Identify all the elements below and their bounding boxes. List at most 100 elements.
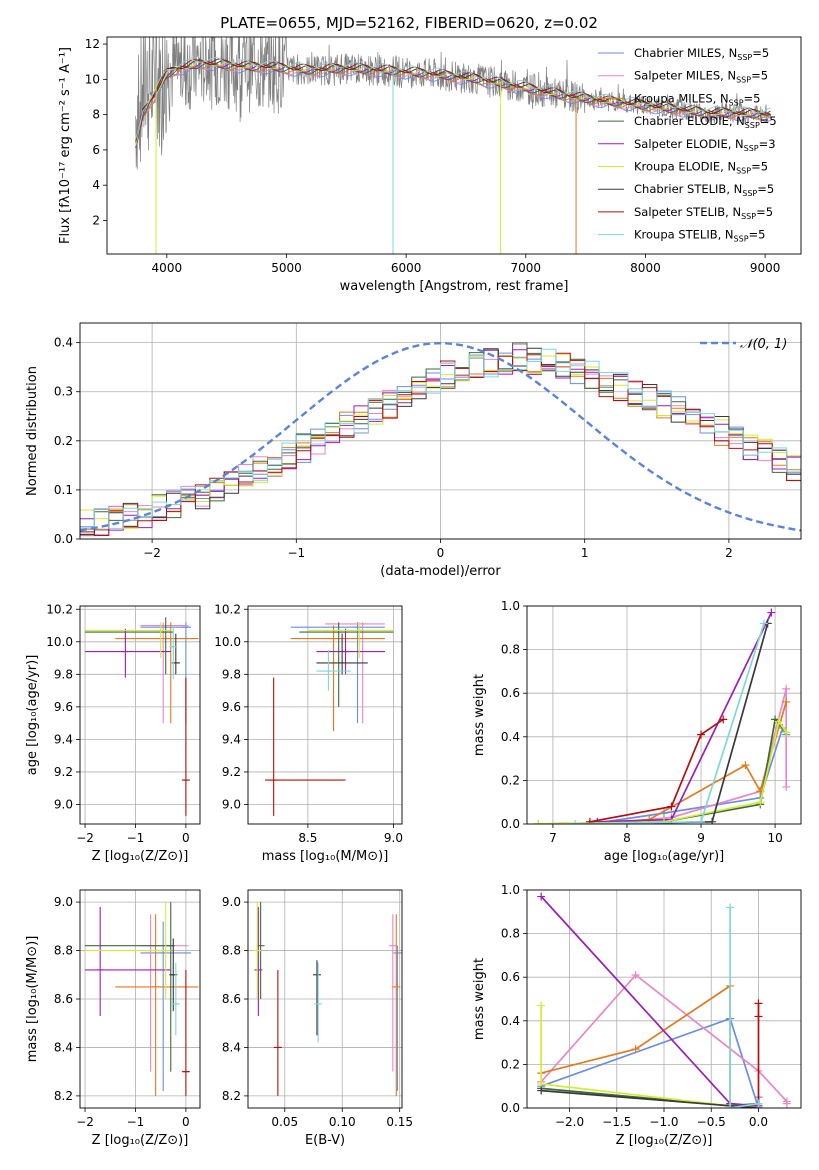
x-tick-label: 0 bbox=[182, 1115, 190, 1129]
data-point-marker bbox=[537, 892, 546, 901]
legend-entry: Kroupa MILES, NSSP=5 bbox=[634, 91, 760, 107]
y-tick-label: 1.0 bbox=[501, 599, 520, 613]
x-tick-label: −2.0 bbox=[555, 1115, 584, 1129]
x-tick-label: 4000 bbox=[152, 261, 183, 275]
legend-label: Salpeter ELODIE, N bbox=[634, 137, 744, 151]
histogram-steps bbox=[80, 353, 801, 529]
y-tick-label: 8.2 bbox=[54, 1089, 73, 1103]
y-tick-label: 0.1 bbox=[54, 483, 73, 497]
model-spectrum-line bbox=[135, 57, 771, 140]
y-tick-label: 0.4 bbox=[501, 730, 520, 744]
y-tick-label: 10.0 bbox=[214, 635, 241, 649]
y-tick-label: 0.8 bbox=[501, 643, 520, 657]
mass-weight-line bbox=[729, 907, 760, 1108]
legend-entry: Salpeter STELIB, NSSP=5 bbox=[634, 205, 773, 221]
legend-label: Chabrier MILES, N bbox=[634, 46, 737, 60]
plot-area-mass_Z bbox=[85, 902, 199, 1096]
y-tick-label: 9.6 bbox=[54, 700, 73, 714]
axes-frame bbox=[79, 322, 802, 540]
y-tick-label: 0.2 bbox=[54, 434, 73, 448]
y-tick-label: 9.8 bbox=[54, 667, 73, 681]
data-point-marker bbox=[697, 730, 706, 739]
legend-label: Chabrier STELIB, N bbox=[634, 182, 742, 196]
data-point-marker bbox=[534, 820, 543, 824]
x-axis-label: Z [log₁₀(Z/Z⊙)] bbox=[92, 849, 189, 864]
data-point-marker bbox=[708, 817, 717, 824]
data-point-marker bbox=[774, 717, 783, 726]
legend-suffix: =3 bbox=[759, 137, 776, 151]
y-tick-label: 8.4 bbox=[54, 1040, 73, 1054]
y-axis-label: mass weight bbox=[472, 674, 487, 756]
model-spectrum-line bbox=[135, 59, 771, 143]
legend-suffix: =5 bbox=[749, 228, 766, 242]
data-point-marker bbox=[697, 817, 706, 824]
y-tick-label: 0.0 bbox=[501, 1101, 520, 1115]
y-tick-label: 8 bbox=[92, 108, 100, 122]
axes-frame bbox=[247, 605, 403, 825]
axes-mass_Z: −2 −1 0 8.2 8.4 8.6 8.8 9.0 Z [log₁₀(Z/Z⊙)] mass … bbox=[25, 889, 201, 1148]
plot-area-mass_weight_Z bbox=[537, 892, 791, 1108]
y-tick-label: 0.0 bbox=[54, 532, 73, 546]
y-tick-label: 8.6 bbox=[222, 992, 241, 1006]
data-point-marker bbox=[726, 903, 735, 912]
legend-entry: 𝒩(0, 1) bbox=[740, 337, 787, 352]
plot-area-age_mass bbox=[265, 622, 394, 816]
axes-age_Z: −2 −1 0 9.0 9.2 9.4 9.6 9.8 10.0 10.2 Z [log₁₀(Z/Z… bbox=[25, 602, 201, 864]
axes-mass_ebv: 0.05 0.10 0.15 8.2 8.4 8.6 8.8 9.0 E(B-V) bbox=[222, 889, 413, 1148]
legend-label: Kroupa ELODIE, N bbox=[634, 160, 736, 174]
y-tick-label: 9.4 bbox=[222, 732, 241, 746]
legend-suffix: =5 bbox=[757, 182, 774, 196]
data-point-marker bbox=[754, 999, 763, 1008]
legend-entry: Chabrier STELIB, NSSP=5 bbox=[634, 182, 774, 198]
x-tick-label: 0 bbox=[437, 546, 445, 560]
x-tick-label: 9000 bbox=[750, 261, 781, 275]
mass-weight-line bbox=[540, 1017, 760, 1108]
plot-area-mass_ebv bbox=[253, 902, 402, 1096]
legend-entry: Chabrier ELODIE, NSSP=5 bbox=[634, 114, 777, 130]
y-tick-label: 9.2 bbox=[54, 765, 73, 779]
data-point-marker bbox=[754, 1104, 763, 1108]
data-point-marker bbox=[767, 608, 776, 617]
x-tick-label: −2 bbox=[76, 1115, 94, 1129]
legend-suffix: =5 bbox=[744, 91, 761, 105]
data-point-marker bbox=[782, 1099, 791, 1108]
y-tick-label: 0.6 bbox=[501, 686, 520, 700]
x-tick-label: −0.5 bbox=[697, 1115, 726, 1129]
y-tick-label: 10.2 bbox=[214, 602, 241, 616]
x-tick-label: −1 bbox=[287, 546, 305, 560]
y-tick-label: 8.4 bbox=[222, 1040, 241, 1054]
x-tick-label: −1.5 bbox=[602, 1115, 631, 1129]
y-axis-label: age [log₁₀(age/yr)] bbox=[25, 655, 40, 776]
data-point-marker bbox=[585, 817, 594, 824]
legend-entry: Kroupa ELODIE, NSSP=5 bbox=[634, 160, 768, 176]
legend-sub: SSP bbox=[742, 189, 757, 198]
legend-suffix: =5 bbox=[756, 205, 773, 219]
legend-label: Salpeter MILES, N bbox=[634, 69, 736, 83]
legend-entry: Salpeter ELODIE, NSSP=3 bbox=[634, 137, 776, 153]
mass-weight-line bbox=[589, 725, 787, 824]
normal-curve-line bbox=[80, 341, 801, 532]
x-tick-label: 7000 bbox=[511, 261, 542, 275]
mass-weight-line bbox=[597, 612, 773, 823]
x-tick-label: 9.0 bbox=[384, 831, 403, 845]
y-tick-label: 0.3 bbox=[54, 385, 73, 399]
x-axis-label: Z [log₁₀(Z/Z⊙)] bbox=[616, 1133, 713, 1148]
x-axis-label: age [log₁₀(age/yr)] bbox=[604, 849, 725, 864]
legend-suffix: =5 bbox=[760, 114, 777, 128]
x-tick-label: 10 bbox=[767, 831, 782, 845]
x-tick-label: 8000 bbox=[630, 261, 661, 275]
axes-mass_weight_age: 7 8 9 10 0.0 0.2 0.4 0.6 0.8 1.0 age [log₁₀(age/yr… bbox=[472, 599, 802, 864]
y-tick-label: 10 bbox=[85, 72, 100, 86]
axes-frame bbox=[526, 605, 802, 825]
y-tick-label: 4 bbox=[92, 178, 100, 192]
data-point-marker bbox=[726, 1104, 735, 1108]
y-tick-label: 9.0 bbox=[222, 797, 241, 811]
x-tick-label: 6000 bbox=[391, 261, 422, 275]
axes-frame bbox=[247, 889, 403, 1109]
y-tick-label: 9.0 bbox=[54, 895, 73, 909]
y-tick-label: 6 bbox=[92, 143, 100, 157]
data-point-marker bbox=[782, 728, 791, 737]
histogram-steps bbox=[80, 352, 801, 536]
model-spectrum-line bbox=[135, 59, 771, 146]
legend-entry: Salpeter MILES, NSSP=5 bbox=[634, 69, 768, 85]
